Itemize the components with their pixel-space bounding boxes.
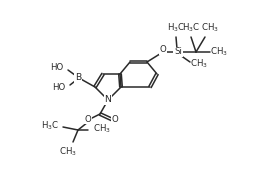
- Text: O: O: [112, 116, 118, 124]
- Text: HO: HO: [52, 82, 65, 92]
- Text: N: N: [104, 96, 111, 104]
- Text: O: O: [160, 46, 166, 54]
- Text: O: O: [85, 114, 91, 124]
- Text: CH$_3$: CH$_3$: [59, 146, 77, 159]
- Text: B: B: [75, 73, 81, 82]
- Text: HO: HO: [50, 64, 63, 72]
- Text: CH$_3$: CH$_3$: [201, 21, 219, 34]
- Text: CH$_3$: CH$_3$: [210, 46, 228, 58]
- Text: CH$_3$: CH$_3$: [190, 58, 208, 70]
- Text: Si: Si: [174, 48, 182, 56]
- Text: H$_3$C: H$_3$C: [41, 120, 59, 132]
- Text: H$_3$C: H$_3$C: [167, 21, 185, 34]
- Text: CH$_3$: CH$_3$: [93, 123, 111, 135]
- Text: H$_3$C: H$_3$C: [182, 21, 200, 34]
